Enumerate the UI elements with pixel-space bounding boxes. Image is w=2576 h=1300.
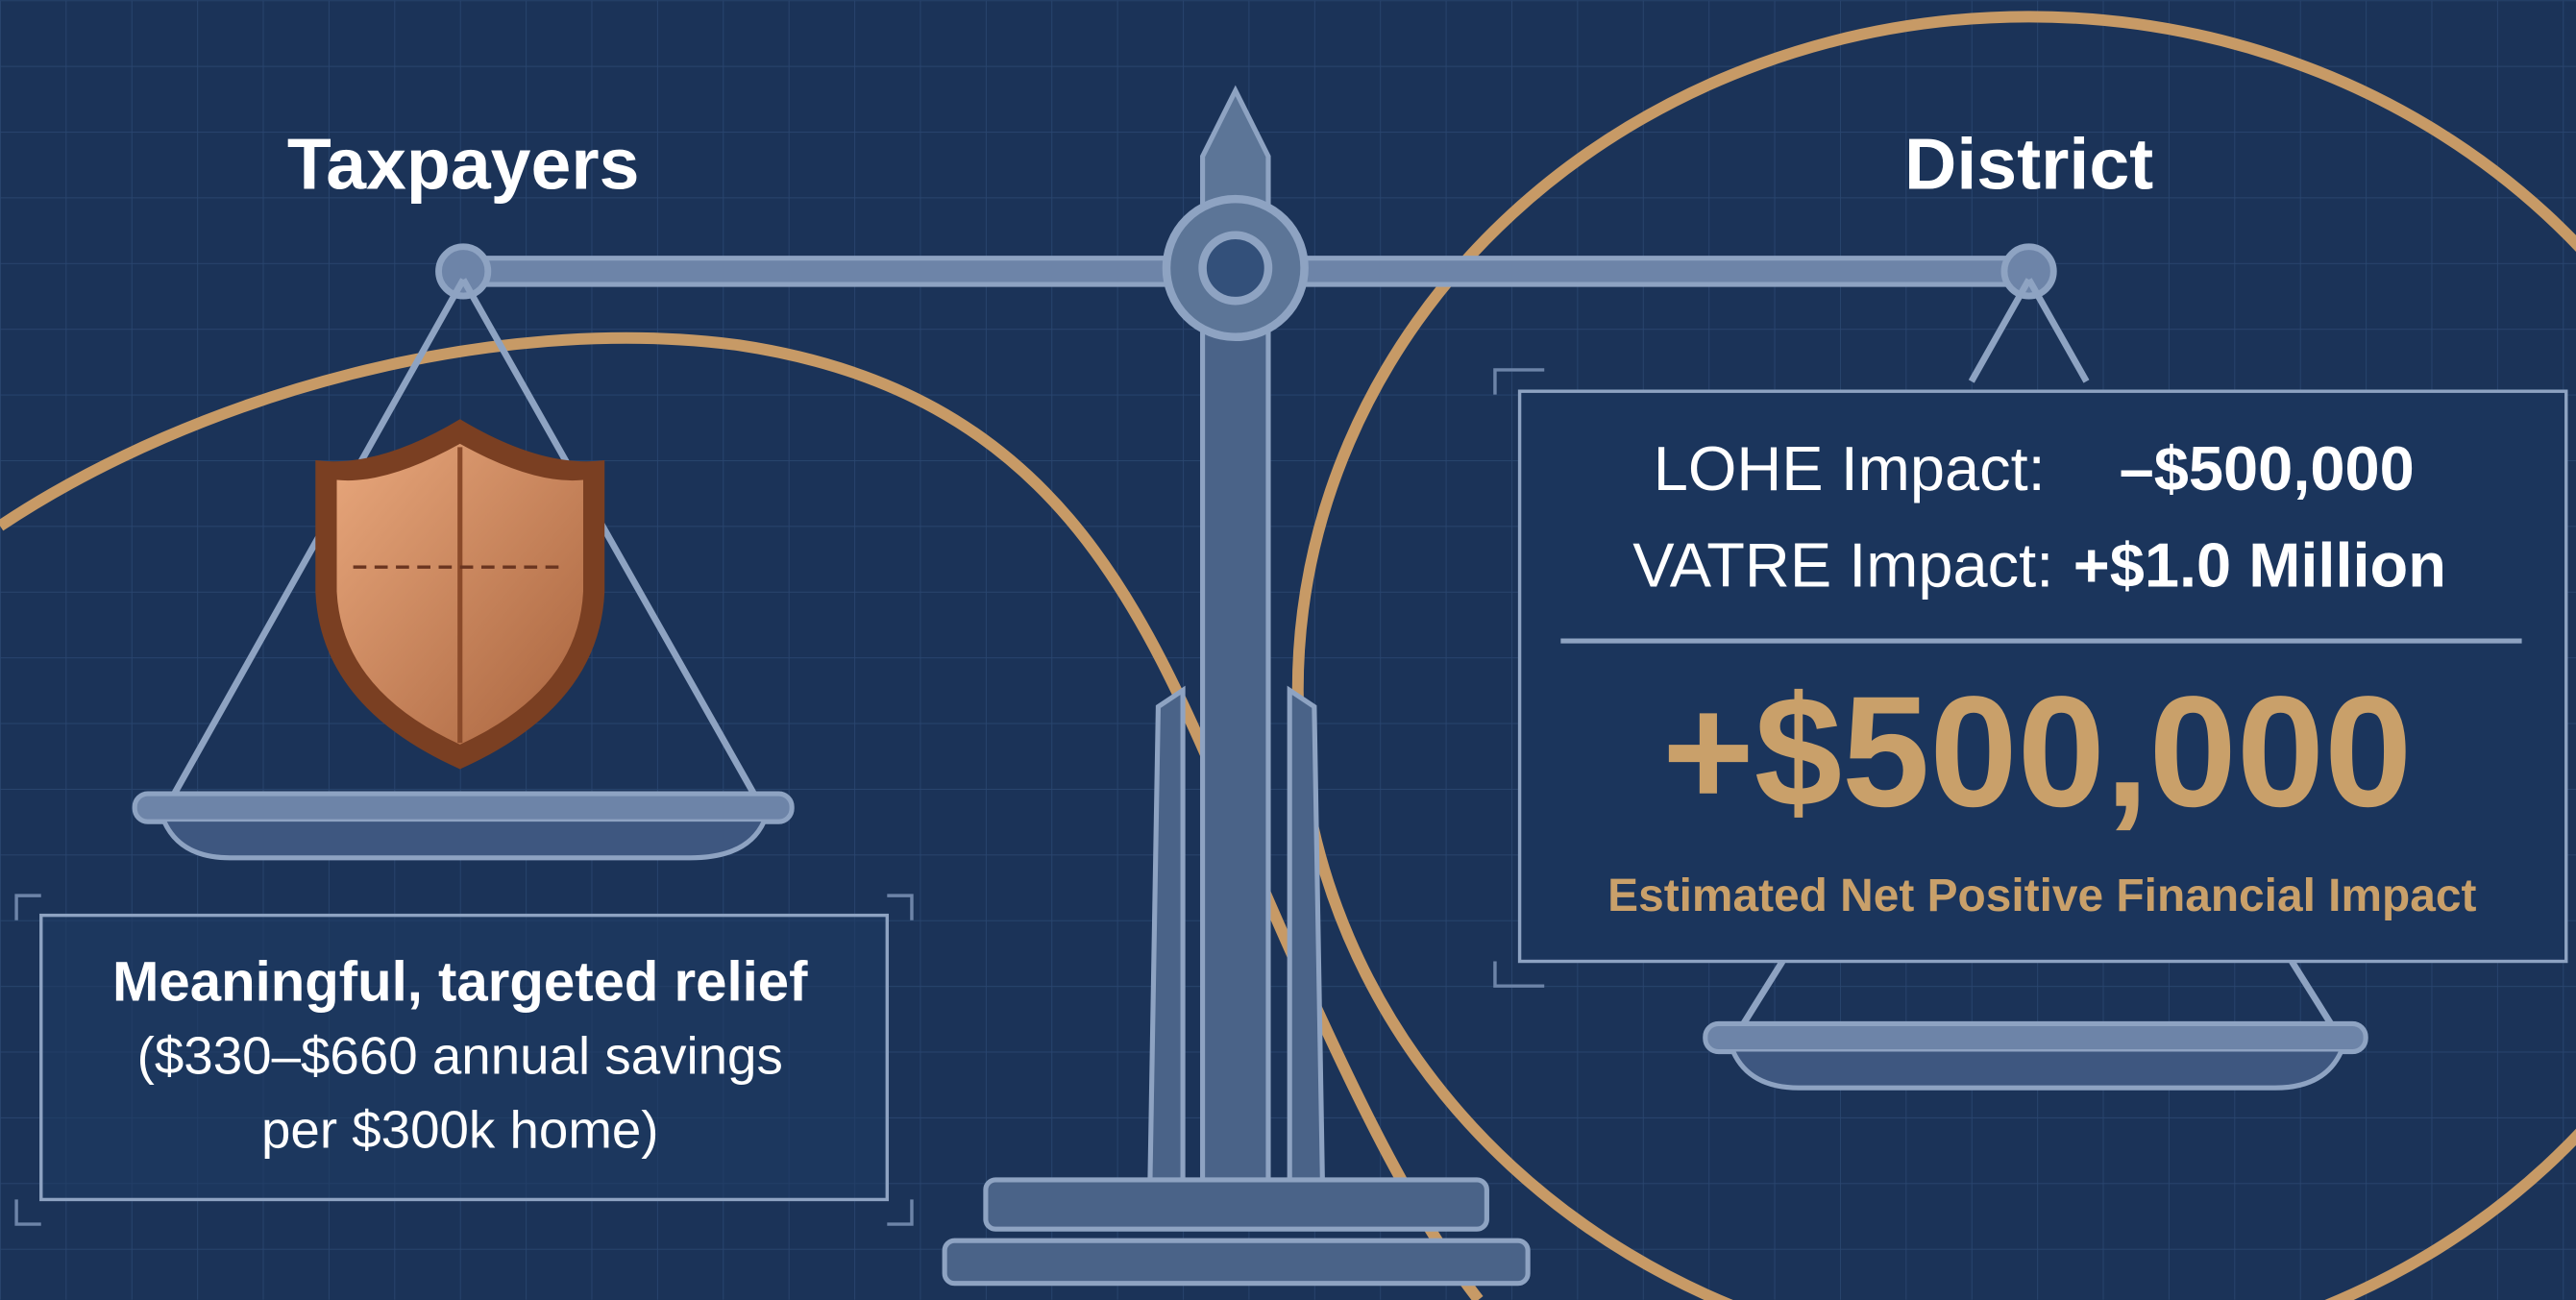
impact-value: +$1.0 Million [2073, 530, 2446, 601]
impact-label: VATRE Impact: [1632, 530, 2053, 601]
net-value: +$500,000 [1662, 663, 2412, 840]
relief-line: per $300k home) [261, 1099, 659, 1159]
infographic: Taxpayers District Meaningful, targeted … [0, 0, 2576, 1300]
page: {"left":{"title":"Taxpayers","box":{"hea… [0, 0, 2576, 1300]
right-title: District [1904, 123, 2153, 204]
left-title: Taxpayers [287, 123, 640, 204]
impact-label: LOHE Impact: [1654, 433, 2046, 503]
net-caption: Estimated Net Positive Financial Impact [1607, 871, 2476, 921]
relief-line: ($330–$660 annual savings [137, 1026, 783, 1086]
impact-value: –$500,000 [2120, 433, 2415, 503]
relief-heading: Meaningful, targeted relief [112, 951, 808, 1014]
